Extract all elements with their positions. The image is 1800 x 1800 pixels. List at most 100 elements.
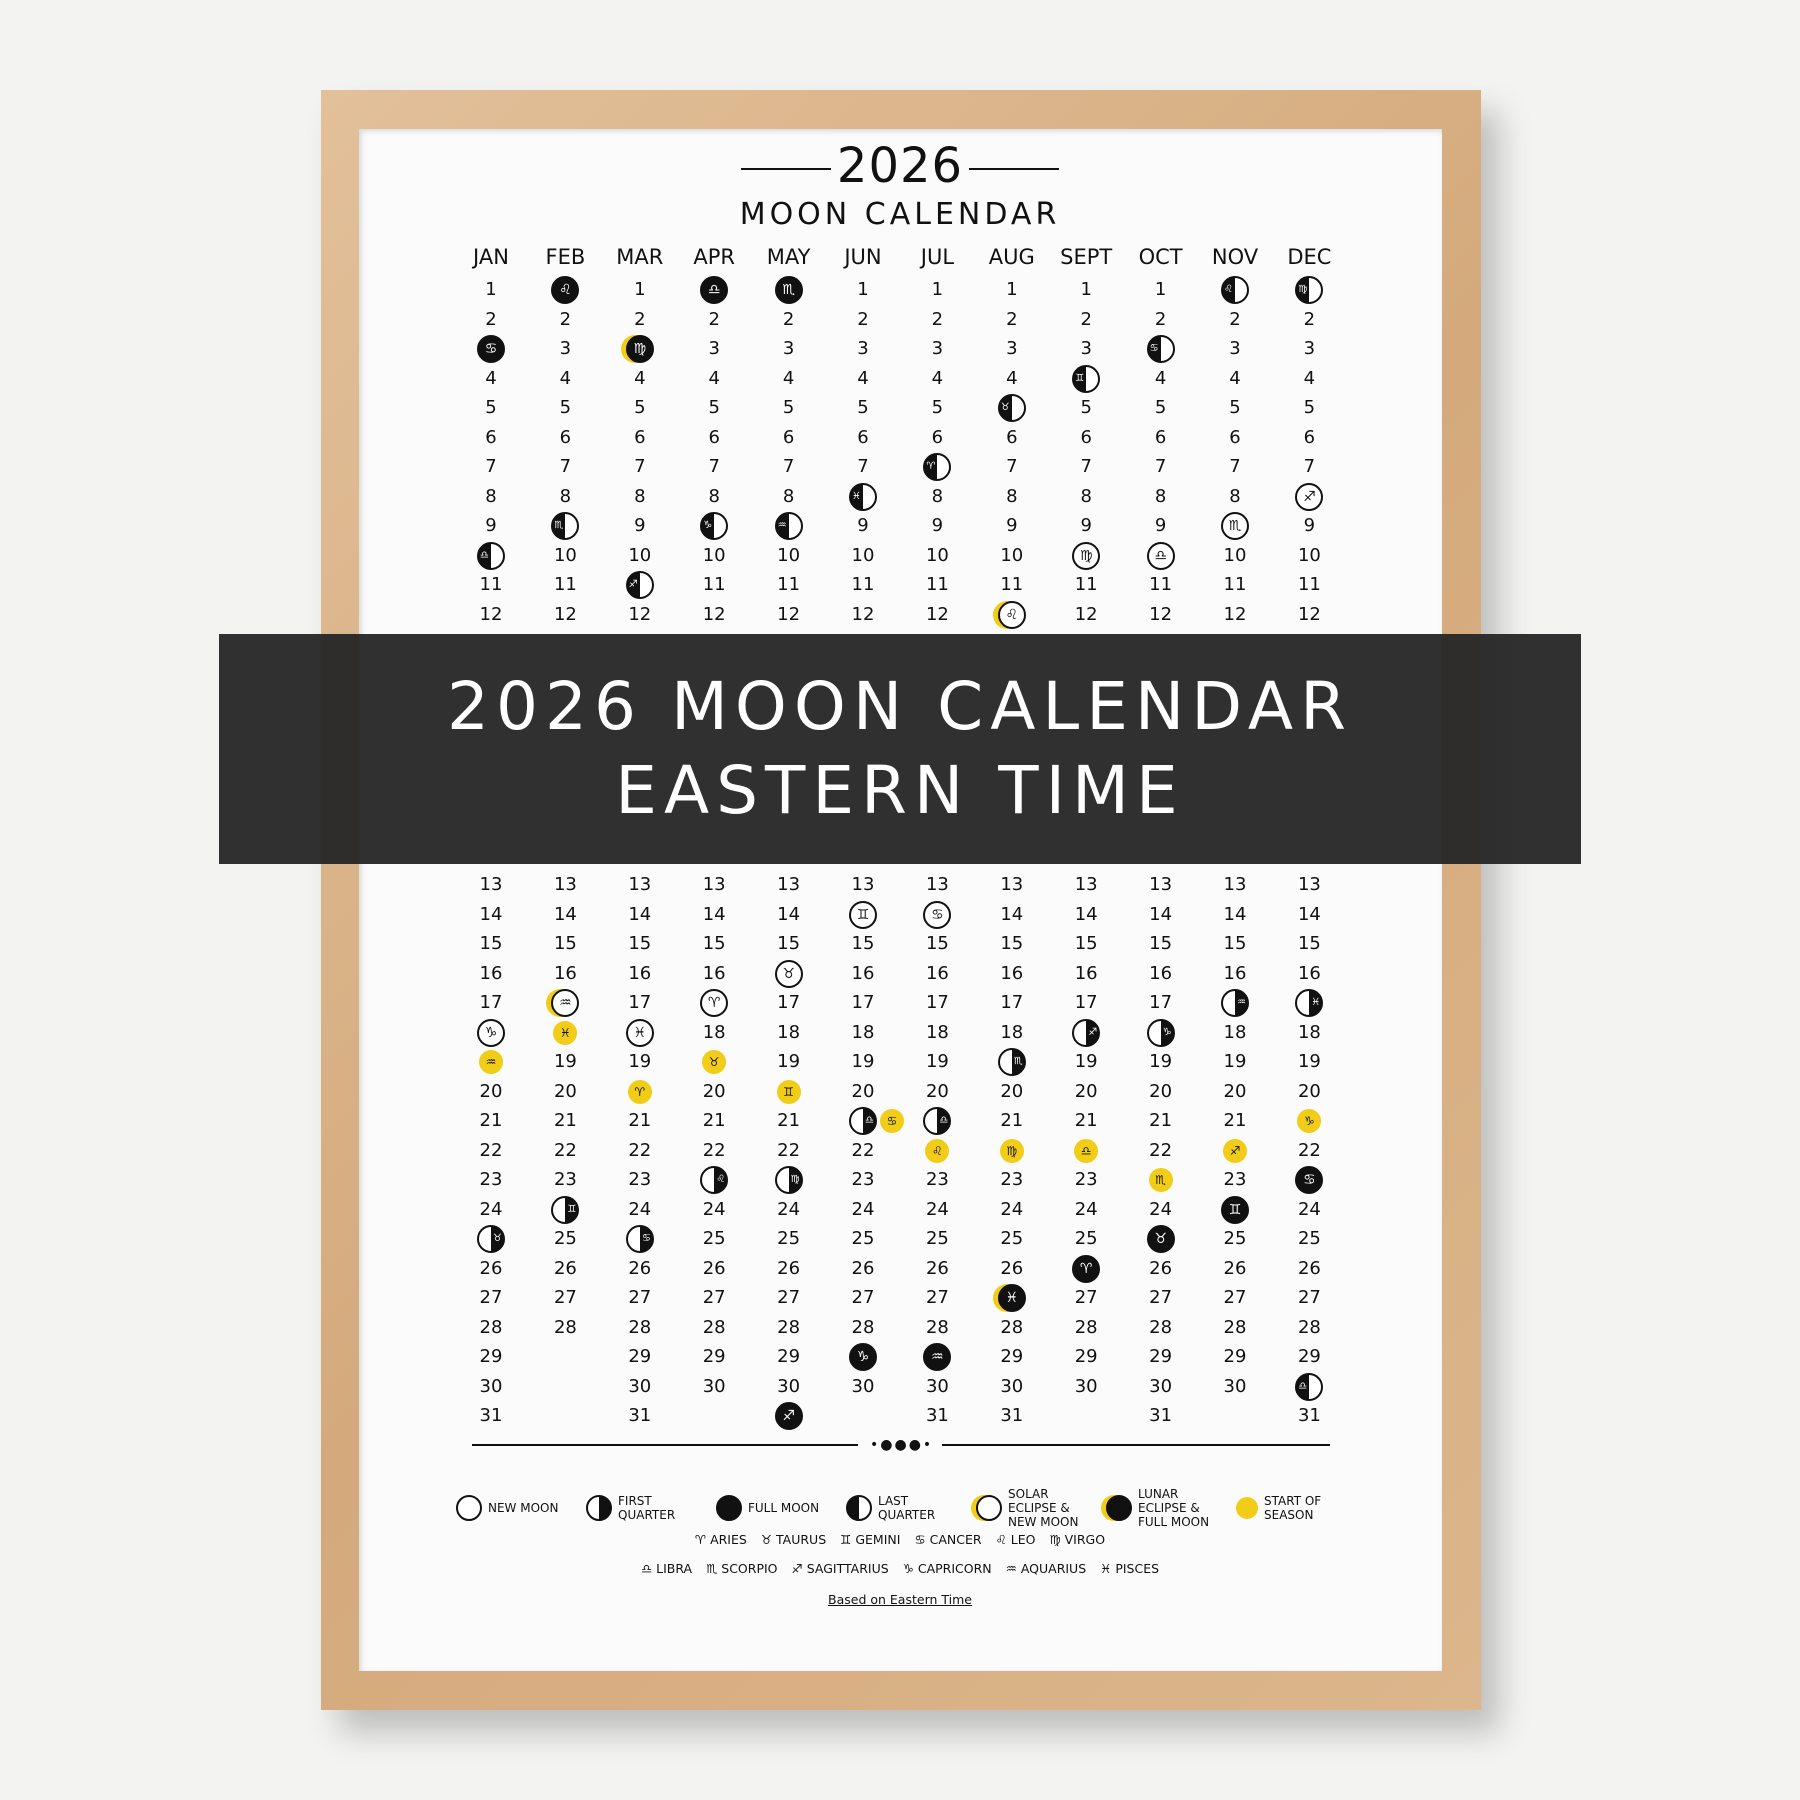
full-moon-aries-icon: ♈︎ (1072, 1254, 1101, 1283)
day-number: 11 (1223, 574, 1247, 595)
day-number: 20 (851, 1080, 875, 1102)
full-moon-capricorn-icon: ♑︎ (849, 1343, 877, 1371)
day-number: 21 (1149, 1110, 1173, 1131)
season-moon-gemini-icon: ♊︎ (776, 1079, 801, 1104)
day-number: 18 (1297, 1021, 1321, 1043)
day-number: 28 (702, 1316, 726, 1338)
full-moon-aquarius-icon: ♒︎ (923, 1343, 952, 1371)
day-number: 24 (777, 1198, 801, 1220)
last-moon-leo-icon: ♌︎ (1221, 276, 1249, 304)
day-number: 19 (851, 1051, 875, 1072)
last-moon-libra-icon: ♎︎ (1295, 1372, 1324, 1401)
day-number: 20 (1223, 1080, 1247, 1102)
day-number: 8 (1080, 485, 1092, 507)
day-number: 7 (1229, 456, 1241, 477)
day-number: 13 (1074, 874, 1098, 895)
day-number: 11 (553, 574, 577, 595)
day-number: 5 (559, 397, 572, 418)
day-number: 26 (1000, 1257, 1024, 1279)
last-moon-sagittarius-icon: ♐︎ (625, 571, 654, 599)
day-number: 22 (479, 1139, 503, 1161)
libra-legend-item: ♎︎ LIBRA (640, 1561, 693, 1576)
aquarius-legend-item: ♒︎ AQUARIUS (1005, 1561, 1087, 1576)
legend-item: SOLAR ECLIPSE & NEW MOON (976, 1487, 1088, 1529)
day-number: 3 (782, 338, 795, 359)
day-number: 1 (857, 279, 869, 300)
day-number: 5 (782, 397, 795, 418)
first-moon-cancer-icon: ♋︎ (625, 1225, 654, 1253)
day-number: 7 (1154, 456, 1167, 477)
day-number: 28 (1149, 1316, 1173, 1338)
season-moon-virgo-icon: ♍︎ (999, 1138, 1024, 1163)
day-number: 12 (1074, 603, 1098, 625)
day-number: 30 (1149, 1375, 1173, 1397)
first-moon-icon (586, 1495, 612, 1521)
day-number: 23 (628, 1169, 652, 1190)
capricorn-legend-item: ♑︎ CAPRICORN (902, 1561, 992, 1576)
season-moon-libra-icon: ♎︎ (1074, 1138, 1099, 1163)
day-number: 5 (1080, 397, 1092, 418)
title-rule (740, 168, 831, 170)
legend-label: FULL MOON (748, 1501, 820, 1515)
day-number: 30 (1074, 1375, 1098, 1397)
day-number: 18 (1000, 1021, 1024, 1043)
day-number: 25 (925, 1228, 949, 1249)
day-number: 4 (1303, 367, 1316, 389)
day-number: 16 (1297, 962, 1321, 984)
first-moon-libra-icon: ♎︎ (849, 1107, 877, 1135)
day-number: 22 (851, 1139, 875, 1161)
day-number: 15 (925, 933, 949, 954)
day-number: 18 (851, 1021, 875, 1043)
month-header: MAR (616, 245, 664, 269)
day-number: 14 (777, 903, 801, 925)
day-number: 19 (925, 1051, 949, 1072)
day-number: 21 (553, 1110, 577, 1131)
day-number: 14 (479, 903, 503, 925)
pisces-legend-item: ♓︎ PISCES (1100, 1561, 1160, 1576)
day-number: 8 (634, 485, 646, 507)
banner-line-1: 2026 MOON CALENDAR (447, 668, 1353, 745)
legend-label: LAST QUARTER (878, 1494, 936, 1522)
first-moon-aquarius-icon: ♒︎ (1221, 989, 1249, 1017)
legend-item: FIRST QUARTER (586, 1487, 698, 1529)
day-number: 9 (931, 515, 944, 536)
day-number: 16 (553, 962, 577, 984)
leo-legend-item: ♌︎ LEO (995, 1532, 1036, 1547)
day-number: 29 (1149, 1346, 1173, 1367)
day-number: 11 (479, 574, 503, 595)
day-number: 5 (931, 397, 944, 418)
day-number: 24 (479, 1198, 503, 1220)
day-number: 27 (479, 1287, 503, 1308)
new-moon-gemini-icon: ♊︎ (849, 900, 877, 929)
season-moon-aquarius-icon: ♒︎ (479, 1050, 503, 1074)
day-number: 15 (553, 933, 577, 954)
first-moon-libra-icon: ♎︎ (923, 1107, 952, 1135)
day-number: 12 (702, 603, 726, 625)
day-number: 14 (628, 903, 652, 925)
divider-left (472, 1444, 858, 1446)
day-number: 19 (1223, 1051, 1247, 1072)
day-number: 9 (1080, 515, 1092, 536)
day-number: 3 (857, 338, 869, 359)
day-number: 8 (1154, 485, 1167, 507)
day-number: 27 (1297, 1287, 1321, 1308)
legend-item: NEW MOON (456, 1487, 568, 1529)
day-number: 17 (628, 992, 652, 1013)
day-number: 30 (628, 1375, 652, 1397)
day-number: 2 (708, 308, 720, 330)
footer-note: Based on Eastern Time (828, 1592, 972, 1607)
month-header: JAN (473, 245, 509, 269)
day-number: 23 (1074, 1169, 1098, 1190)
legend-item: LUNAR ECLIPSE & FULL MOON (1106, 1487, 1218, 1529)
day-number: 13 (479, 874, 503, 895)
day-number: 15 (777, 933, 801, 954)
day-number: 13 (553, 874, 577, 895)
day-number: 12 (777, 603, 801, 625)
scorpio-legend-item: ♏︎ SCORPIO (706, 1561, 778, 1576)
month-header: OCT (1138, 245, 1183, 269)
day-number: 15 (1074, 933, 1098, 954)
first-moon-virgo-icon: ♍︎ (774, 1166, 803, 1194)
day-number: 9 (1154, 515, 1167, 536)
day-number: 8 (559, 485, 572, 507)
day-number: 7 (485, 456, 497, 477)
